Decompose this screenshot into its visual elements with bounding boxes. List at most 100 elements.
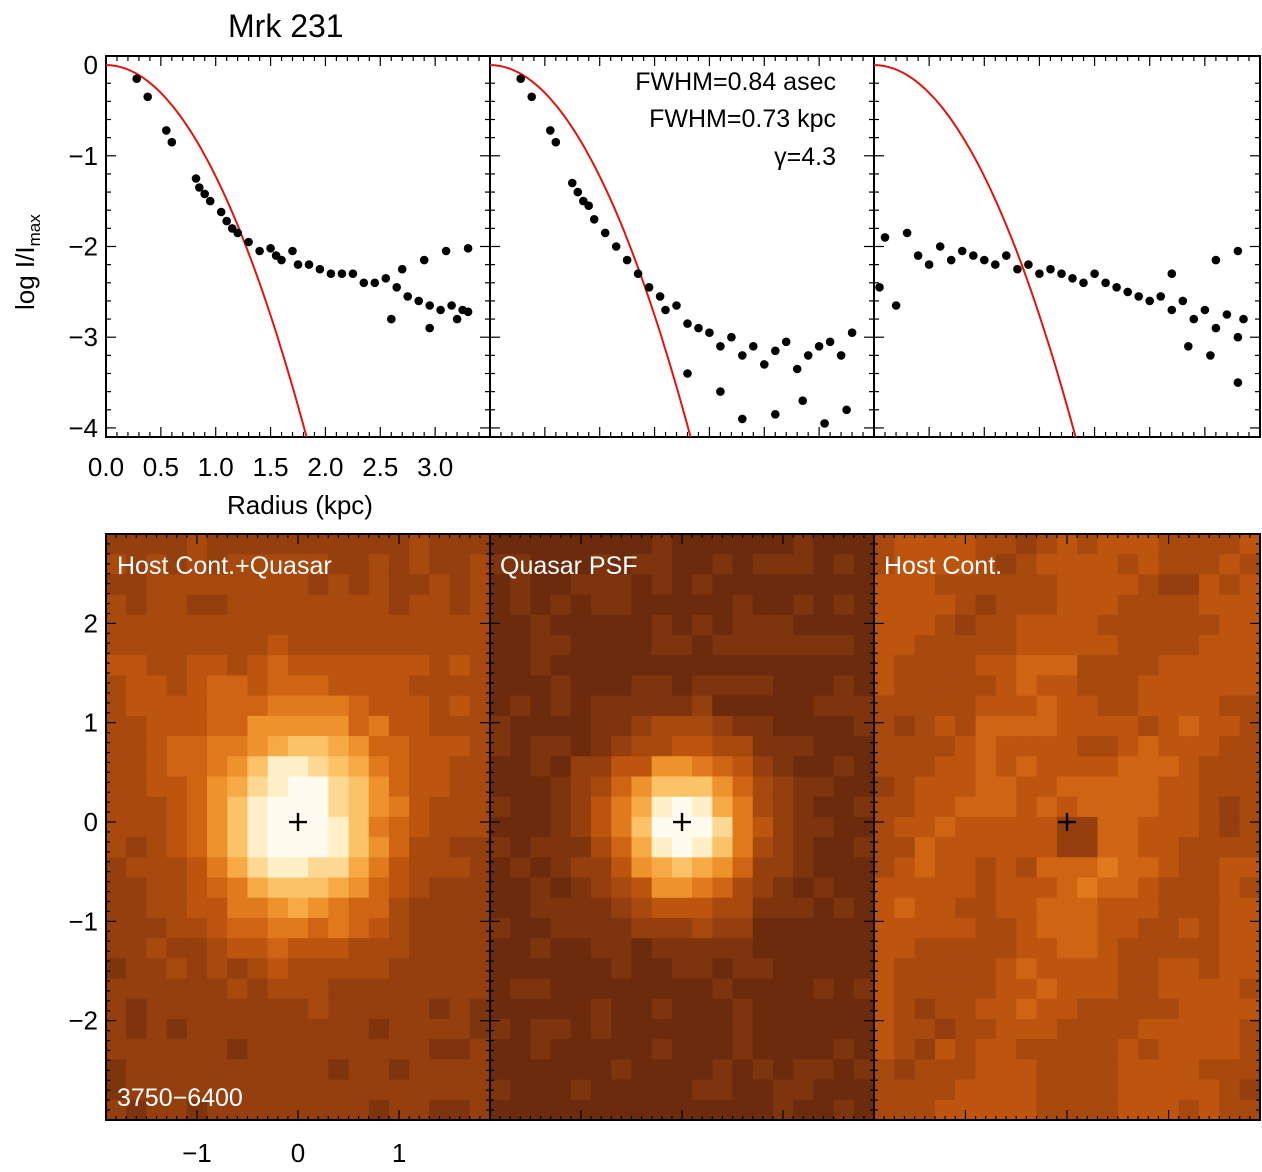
image-pixel bbox=[328, 978, 350, 1000]
image-pixel bbox=[227, 534, 249, 555]
image-pixel bbox=[1056, 594, 1078, 616]
image-pixel bbox=[1097, 857, 1119, 879]
image-pixel bbox=[995, 554, 1017, 576]
image-pixel bbox=[772, 897, 794, 919]
image-pixel bbox=[1219, 796, 1241, 818]
image-pixel bbox=[247, 837, 269, 858]
image-pixel bbox=[429, 837, 451, 858]
image-pixel bbox=[1117, 978, 1139, 1000]
image-pixel bbox=[490, 1039, 511, 1060]
image-pixel bbox=[651, 776, 673, 798]
image-pixel bbox=[227, 614, 249, 636]
image-pixel bbox=[267, 1079, 289, 1101]
image-pixel bbox=[1239, 1059, 1261, 1081]
image-pixel bbox=[1036, 675, 1058, 697]
data-point bbox=[315, 264, 325, 274]
image-pixel bbox=[247, 675, 269, 697]
image-pixel bbox=[429, 857, 451, 879]
image-pixel bbox=[287, 958, 309, 980]
image-pixel bbox=[1077, 857, 1099, 879]
image-pixel bbox=[833, 695, 855, 717]
image-pixel bbox=[550, 736, 572, 757]
image-pixel bbox=[126, 715, 148, 737]
image-pixel bbox=[348, 635, 370, 656]
image-pixel bbox=[752, 816, 774, 838]
image-pixel bbox=[570, 655, 592, 677]
image-pixel bbox=[166, 1018, 188, 1040]
image-pixel bbox=[1117, 655, 1139, 677]
image-pixel bbox=[126, 816, 148, 838]
image-pixel bbox=[955, 1039, 977, 1060]
image-pixel bbox=[1016, 1018, 1038, 1040]
image-pixel bbox=[409, 1099, 430, 1121]
image-pixel bbox=[166, 958, 188, 980]
image-pixel bbox=[934, 534, 956, 555]
image-pixel bbox=[126, 594, 148, 616]
image-pixel bbox=[1158, 594, 1180, 616]
image-pixel bbox=[1056, 534, 1078, 555]
data-point bbox=[1046, 264, 1055, 274]
image-pixel bbox=[1199, 695, 1220, 717]
image-pixel bbox=[975, 614, 997, 636]
image-pixel bbox=[146, 614, 168, 636]
image-pixel bbox=[1056, 796, 1078, 818]
image-pixel bbox=[853, 917, 875, 939]
image-pixel bbox=[692, 998, 713, 1020]
image-pixel bbox=[1077, 998, 1099, 1020]
image-pixel bbox=[1036, 816, 1058, 838]
image-pixel bbox=[409, 715, 430, 737]
image-pixel bbox=[166, 534, 188, 555]
image-pixel bbox=[772, 695, 794, 717]
image-pixel bbox=[429, 1059, 451, 1081]
data-point bbox=[403, 292, 413, 301]
image-pixel bbox=[975, 1018, 997, 1040]
image-pixel bbox=[1056, 1079, 1078, 1101]
image-pixel bbox=[813, 816, 835, 838]
image-pixel bbox=[530, 594, 552, 616]
image-pixel bbox=[530, 1059, 552, 1081]
image-pixel bbox=[793, 574, 814, 596]
image-pixel bbox=[1219, 534, 1241, 555]
image-pixel bbox=[874, 534, 895, 555]
image-pixel bbox=[975, 796, 997, 818]
image-pixel bbox=[126, 675, 148, 697]
image-pixel bbox=[712, 796, 734, 818]
image-pixel bbox=[874, 998, 895, 1020]
image-pixel bbox=[995, 938, 1017, 959]
image-pixel bbox=[550, 574, 572, 596]
image-pixel bbox=[1219, 635, 1241, 656]
annotation-fwhm-asec: FWHM=0.84 asec bbox=[635, 68, 836, 96]
image-pixel bbox=[631, 978, 653, 1000]
image-pixel bbox=[995, 958, 1017, 980]
image-pixel bbox=[146, 978, 168, 1000]
image-pixel bbox=[247, 938, 269, 959]
image-pixel bbox=[934, 736, 956, 757]
image-pixel bbox=[712, 675, 734, 697]
image-pixel bbox=[712, 776, 734, 798]
image-pixel bbox=[1239, 1018, 1261, 1040]
image-pixel bbox=[712, 554, 734, 576]
image-pixel bbox=[1097, 1079, 1119, 1101]
image-pixel bbox=[813, 554, 835, 576]
image-pixel bbox=[368, 1099, 390, 1121]
image-pixel bbox=[429, 736, 451, 757]
image-pixel bbox=[1036, 857, 1058, 879]
image-pixel bbox=[1138, 917, 1160, 939]
image-pixel bbox=[1077, 938, 1099, 959]
image-pixel bbox=[874, 695, 895, 717]
image-pixel bbox=[894, 675, 916, 697]
data-point bbox=[143, 92, 152, 102]
image-pixel bbox=[671, 614, 693, 636]
image-pixel bbox=[530, 534, 552, 555]
image-pixel bbox=[894, 1039, 916, 1060]
image-pixel bbox=[328, 1099, 350, 1121]
data-point bbox=[304, 260, 314, 269]
image-pixel bbox=[126, 695, 148, 717]
image-pixel bbox=[591, 1039, 612, 1060]
image-pixel bbox=[975, 1059, 997, 1081]
image-pixel bbox=[874, 837, 895, 858]
x-tick-label: 0.5 bbox=[143, 452, 179, 482]
image-pixel bbox=[166, 675, 188, 697]
image-pixel bbox=[186, 796, 208, 818]
image-pixel bbox=[308, 938, 329, 959]
